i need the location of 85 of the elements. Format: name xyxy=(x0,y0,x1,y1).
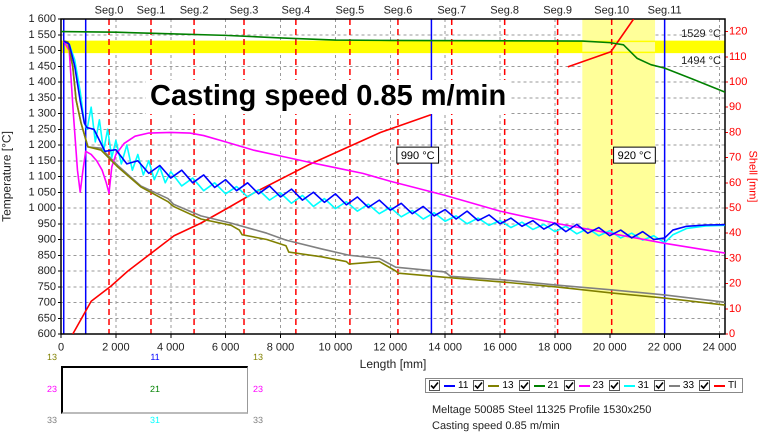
y2-axis-title: Shell [mm] xyxy=(746,150,758,202)
y-tick-label: 1 150 xyxy=(28,154,56,167)
legend-label: Tl xyxy=(728,380,736,391)
y-tick-label: 1 500 xyxy=(28,44,56,57)
y-tick-label: 1 200 xyxy=(28,139,56,152)
ref-line-label: Seg.11 xyxy=(648,4,682,17)
y-tick-label: 1 600 xyxy=(28,13,56,26)
annotation: 920 °C xyxy=(618,150,652,162)
y2-tick-label: 80 xyxy=(729,126,742,138)
x-axis-title: Length [mm] xyxy=(360,357,426,372)
ref-line-label: Seg.6 xyxy=(384,4,412,17)
text: 33 xyxy=(252,415,264,425)
y-tick-label: 750 xyxy=(38,280,56,293)
x-tick-label: 6 000 xyxy=(212,342,240,354)
text: 33 xyxy=(46,415,58,425)
y2-tick-label: 20 xyxy=(729,278,742,290)
ref-line-label: Seg.2 xyxy=(180,4,208,17)
y-axis-title: Temperature [°C] xyxy=(0,131,14,222)
y2-tick-label: 0 xyxy=(729,328,736,340)
text: Meltage 50085 Steel 11325 Profile 1530x250 xyxy=(432,403,652,418)
x-tick-label: 22 000 xyxy=(648,342,682,354)
y2-tick-label: 70 xyxy=(729,152,742,164)
ref-line-label: Seg.10 xyxy=(594,4,630,17)
x-tick-label: 10 000 xyxy=(318,342,352,354)
y2-tick-label: 40 xyxy=(729,227,742,240)
x-tick-label: 12 000 xyxy=(373,342,408,354)
y2-tick-label: 110 xyxy=(729,50,747,63)
y-tick-label: 1 550 xyxy=(28,28,56,41)
text: 13 xyxy=(252,352,264,362)
legend-label: 11 xyxy=(458,380,468,391)
ref-line-label: Seg.8 xyxy=(490,4,520,17)
text: Casting speed 0.85 m/min xyxy=(150,80,506,112)
ref-line-label: Seg.1 xyxy=(136,4,166,17)
ref-line-label: Seg.3 xyxy=(230,4,258,17)
x-tick-label: 20 000 xyxy=(592,342,627,354)
y-tick-label: 1 250 xyxy=(28,123,56,136)
y-tick-label: 1 450 xyxy=(28,60,56,72)
legend-label: 23 xyxy=(592,380,604,391)
y-tick-label: 800 xyxy=(38,265,56,278)
y-tick-label: 1 400 xyxy=(28,76,56,88)
y-tick-label: 1 050 xyxy=(28,186,56,198)
legend-label: 33 xyxy=(682,380,694,391)
x-tick-label: 8 000 xyxy=(266,342,294,354)
y-tick-label: 1 300 xyxy=(28,108,56,120)
annotation: 990 °C xyxy=(400,150,435,162)
y-tick-label: 650 xyxy=(38,312,56,324)
y2-tick-label: 120 xyxy=(729,26,748,38)
x-tick-label: 18 000 xyxy=(538,342,572,354)
ref-line-label: Seg.0 xyxy=(94,4,124,17)
text: 21 xyxy=(150,384,160,394)
text: 11 xyxy=(150,352,160,362)
ref-line-label: 1529 °C xyxy=(681,28,722,40)
y2-tick-label: 60 xyxy=(729,176,742,189)
text: Casting speed 0.85 m/min xyxy=(432,419,561,434)
text: 23 xyxy=(252,384,264,394)
y-tick-label: 950 xyxy=(38,218,56,230)
y-tick-label: 1 100 xyxy=(28,170,56,183)
x-tick-label: 0 xyxy=(58,342,64,354)
x-tick-label: 4 000 xyxy=(156,342,185,354)
legend-label: 21 xyxy=(548,380,559,391)
text: 13 xyxy=(46,352,58,362)
legend-label: 31 xyxy=(638,380,649,391)
x-tick-label: 14 000 xyxy=(428,342,462,354)
ref-line-label: Seg.7 xyxy=(437,4,466,17)
y-tick-label: 850 xyxy=(38,249,56,262)
y-tick-label: 1 000 xyxy=(28,202,56,214)
y2-tick-label: 100 xyxy=(729,76,748,88)
y2-tick-label: 90 xyxy=(729,101,742,114)
y-tick-label: 1 350 xyxy=(28,92,56,104)
x-tick-label: 24 000 xyxy=(702,342,736,354)
text: 31 xyxy=(150,415,160,425)
legend-label: 13 xyxy=(502,380,514,391)
y-tick-label: 900 xyxy=(38,234,56,246)
x-tick-label: 16 000 xyxy=(483,342,517,354)
x-tick-label: 2 000 xyxy=(102,342,130,354)
ref-line-label: Seg.5 xyxy=(336,4,364,17)
text: 23 xyxy=(46,384,58,394)
ref-line-label: 1494 °C xyxy=(681,54,722,67)
y-tick-label: 600 xyxy=(38,328,56,340)
y2-tick-label: 30 xyxy=(729,252,742,264)
ref-line-label: Seg.9 xyxy=(543,4,572,17)
y-tick-label: 700 xyxy=(38,296,56,309)
y2-tick-label: 10 xyxy=(729,302,742,315)
y2-tick-label: 50 xyxy=(729,202,742,214)
ref-line-label: Seg.4 xyxy=(281,4,310,17)
